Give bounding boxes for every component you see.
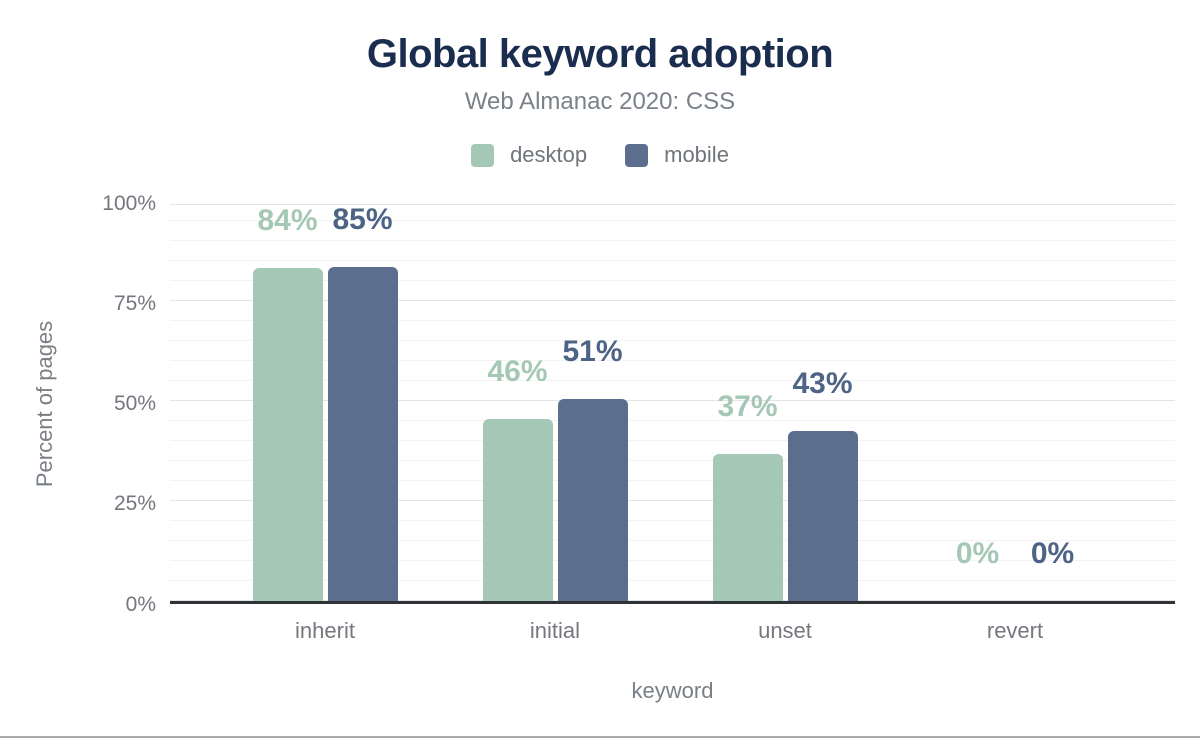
bar-wrap-desktop-inherit: 84% [252, 204, 323, 601]
bar-group-initial: 46% 51% [440, 205, 670, 601]
bar-wrap-mobile-inherit: 85% [327, 203, 398, 601]
y-tick-75: 75% [113, 292, 156, 315]
x-tick-initial: initial [529, 618, 581, 643]
legend: desktop mobile [0, 142, 1200, 168]
mobile-swatch-icon [625, 143, 649, 167]
x-tick-inherit: inherit [295, 618, 355, 643]
bar-desktop-initial [482, 418, 553, 601]
legend-item-desktop: desktop [471, 142, 587, 168]
bar-wrap-desktop-initial: 46% [482, 205, 553, 601]
bar-wrap-desktop-revert: 0% [943, 205, 1013, 601]
legend-item-mobile: mobile [625, 142, 729, 168]
figure-bottom-border [0, 736, 1200, 738]
bar-group-unset: 37% 43% [670, 205, 900, 601]
bar-label-desktop-inherit: 84% [257, 204, 318, 238]
bar-label-desktop-revert: 0% [955, 537, 1000, 570]
bar-mobile-unset [787, 430, 858, 601]
bar-desktop-unset [712, 454, 783, 601]
bar-mobile-initial [557, 399, 628, 601]
y-tick-0: 0% [125, 593, 156, 616]
bar-wrap-desktop-unset: 37% [712, 205, 783, 601]
x-tick-unset: unset [758, 618, 812, 643]
bar-wrap-mobile-initial: 51% [557, 205, 628, 601]
bar-label-desktop-initial: 46% [487, 354, 548, 388]
bar-label-mobile-initial: 51% [562, 335, 623, 369]
chart-title: Global keyword adoption [366, 32, 834, 76]
chart-subtitle: Web Almanac 2020: CSS [464, 88, 736, 115]
bar-wrap-mobile-unset: 43% [787, 205, 858, 601]
y-tick-100: 100% [102, 192, 156, 215]
y-tick-25: 25% [113, 492, 156, 515]
bar-mobile-inherit [327, 267, 398, 601]
bar-label-mobile-unset: 43% [792, 366, 853, 400]
x-tick-revert: revert [986, 618, 1044, 643]
desktop-swatch-icon [471, 143, 495, 167]
bar-label-mobile-inherit: 85% [332, 203, 393, 236]
bar-desktop-inherit [252, 268, 323, 601]
y-tick-50: 50% [113, 392, 156, 415]
bar-label-desktop-unset: 37% [717, 390, 778, 424]
x-axis-title: keyword [631, 678, 714, 703]
legend-label-mobile: mobile [664, 142, 729, 167]
x-axis-ticks: inherit initial unset revert [170, 618, 1175, 644]
bar-wrap-mobile-revert: 0% [1018, 205, 1088, 601]
legend-label-desktop: desktop [510, 142, 588, 167]
plot-area: 84% 85% 46% 51% [170, 204, 1175, 604]
bar-group-inherit: 84% 85% [210, 205, 440, 601]
bar-series: 84% 85% 46% 51% [170, 205, 1175, 601]
bar-group-revert: 0% 0% [900, 205, 1130, 601]
bar-label-mobile-revert: 0% [1030, 537, 1075, 570]
